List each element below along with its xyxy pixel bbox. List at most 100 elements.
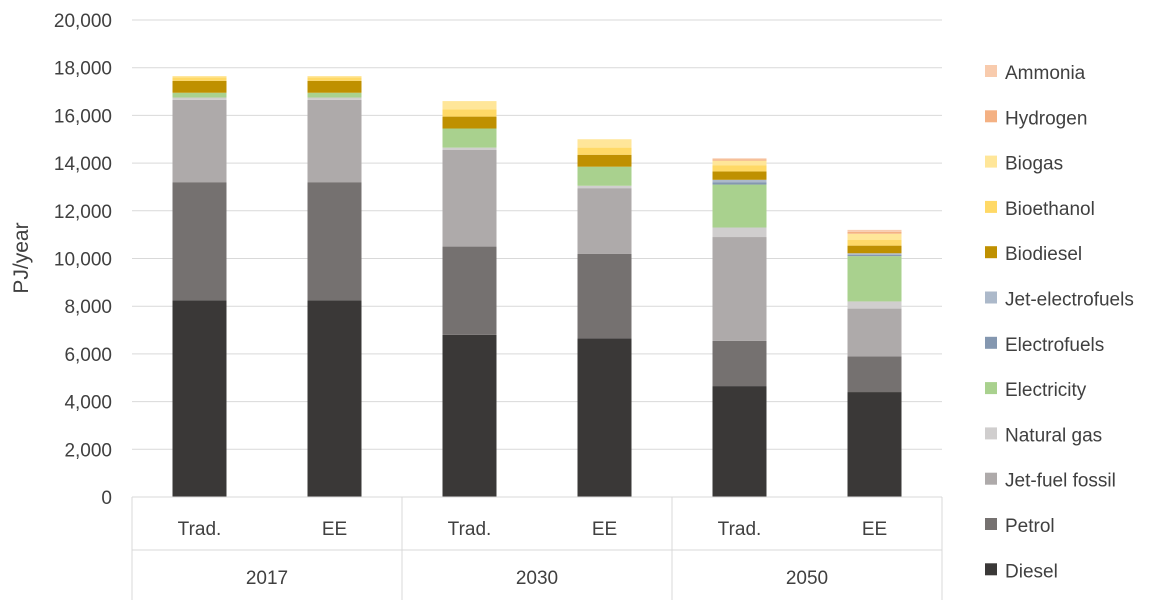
legend-label: Jet-fuel fossil <box>1005 471 1116 492</box>
bar-segment <box>712 340 767 387</box>
bar-segment <box>847 253 902 255</box>
bar-stack <box>172 76 227 497</box>
x-category-label: EE <box>592 519 617 540</box>
bar-segment <box>442 109 497 117</box>
x-category-label: EE <box>322 519 347 540</box>
bar-segment <box>442 149 497 247</box>
bar-segment <box>712 179 767 183</box>
y-axis-label: PJ/year <box>10 222 33 293</box>
x-group-label: 2050 <box>786 568 828 589</box>
legend-item: Hydrogen <box>985 108 1087 129</box>
bar-segment <box>712 158 767 160</box>
bar-segment <box>847 231 902 234</box>
legend: Ammonia Hydrogen Biogas Bioethanol Biodiesel… <box>985 63 1134 582</box>
legend-swatch <box>985 65 997 77</box>
bar-segment <box>442 147 497 150</box>
legend-label: Jet-electrofuels <box>1005 290 1134 311</box>
bar-stack <box>577 139 632 497</box>
bar-segment <box>577 188 632 254</box>
bar-segment <box>847 254 902 257</box>
bar-segment <box>172 92 227 98</box>
legend-swatch <box>985 427 997 440</box>
legend-label: Hydrogen <box>1005 108 1087 129</box>
bars <box>172 76 902 497</box>
y-tick-label: 12,000 <box>54 202 112 223</box>
bar-segment <box>847 256 902 302</box>
y-tick-label: 16,000 <box>54 106 112 127</box>
bar-segment <box>847 301 902 309</box>
legend-item: Electrofuels <box>985 335 1104 356</box>
legend-label: Petrol <box>1005 516 1055 537</box>
bar-segment <box>712 159 767 161</box>
legend-swatch <box>985 382 997 395</box>
bar-segment <box>712 237 767 341</box>
bar-segment <box>712 227 767 238</box>
x-axis: Trad. EE 2017 Trad. EE 2030 Trad. EE 2050 <box>131 496 943 600</box>
bar-stack <box>307 76 362 497</box>
bar-segment <box>577 185 632 189</box>
bar-segment <box>442 128 497 148</box>
bar-segment <box>577 338 632 497</box>
y-tick-label: 6,000 <box>64 345 112 366</box>
y-tick-label: 20,000 <box>54 11 112 32</box>
bar-segment <box>442 334 497 497</box>
y-tick-label: 2,000 <box>64 440 112 461</box>
bar-stack <box>442 101 497 497</box>
y-tick-label: 4,000 <box>64 393 112 414</box>
legend-item: Biodiesel <box>985 244 1082 265</box>
bar-segment <box>307 99 362 183</box>
y-tick-label: 0 <box>101 488 112 509</box>
bar-segment <box>172 182 227 301</box>
x-category-label: Trad. <box>718 519 762 540</box>
bar-segment <box>712 165 767 172</box>
legend-label: Ammonia <box>1005 63 1086 84</box>
legend-item: Bioethanol <box>985 199 1095 220</box>
y-tick-label: 10,000 <box>54 250 112 271</box>
bar-segment <box>577 166 632 186</box>
bar-segment <box>172 76 227 78</box>
bar-segment <box>577 253 632 339</box>
bar-segment <box>307 97 362 100</box>
legend-item: Natural gas <box>985 425 1102 446</box>
bar-segment <box>172 99 227 183</box>
bar-segment <box>442 116 497 129</box>
bar-segment <box>847 229 902 232</box>
y-tick-label: 8,000 <box>64 297 112 318</box>
bar-segment <box>307 77 362 81</box>
bar-segment <box>307 80 362 93</box>
bar-segment <box>172 300 227 497</box>
bar-segment <box>172 80 227 93</box>
legend-label: Biodiesel <box>1005 244 1082 265</box>
legend-item: Jet-fuel fossil <box>985 471 1116 492</box>
legend-swatch <box>985 155 997 168</box>
y-tick-label: 14,000 <box>54 154 112 175</box>
bar-segment <box>847 233 902 240</box>
legend-swatch <box>985 563 997 576</box>
bar-segment <box>712 184 767 228</box>
bar-segment <box>442 101 497 110</box>
bar-segment <box>712 386 767 497</box>
bar-segment <box>577 139 632 148</box>
legend-swatch <box>985 472 997 485</box>
legend-item: Electricity <box>985 380 1087 401</box>
bar-segment <box>172 77 227 81</box>
legend-label: Bioethanol <box>1005 199 1095 220</box>
bar-segment <box>307 92 362 98</box>
legend-item: Jet-electrofuels <box>985 290 1134 311</box>
bar-segment <box>847 239 902 246</box>
bar-segment <box>712 182 767 185</box>
legend-label: Electrofuels <box>1005 335 1104 356</box>
x-group-label: 2017 <box>246 568 288 589</box>
bar-segment <box>712 171 767 180</box>
bar-segment <box>847 392 902 497</box>
y-axis-tick-labels: 0 2,000 4,000 6,000 8,000 10,000 12,000 14,000 1… <box>54 11 112 509</box>
bar-segment <box>307 182 362 301</box>
bar-segment <box>307 76 362 78</box>
bar-segment <box>577 147 632 155</box>
bar-segment <box>442 246 497 335</box>
bar-segment <box>847 356 902 393</box>
legend-swatch <box>985 200 997 213</box>
bar-segment <box>172 97 227 100</box>
x-category-label: Trad. <box>178 519 222 540</box>
